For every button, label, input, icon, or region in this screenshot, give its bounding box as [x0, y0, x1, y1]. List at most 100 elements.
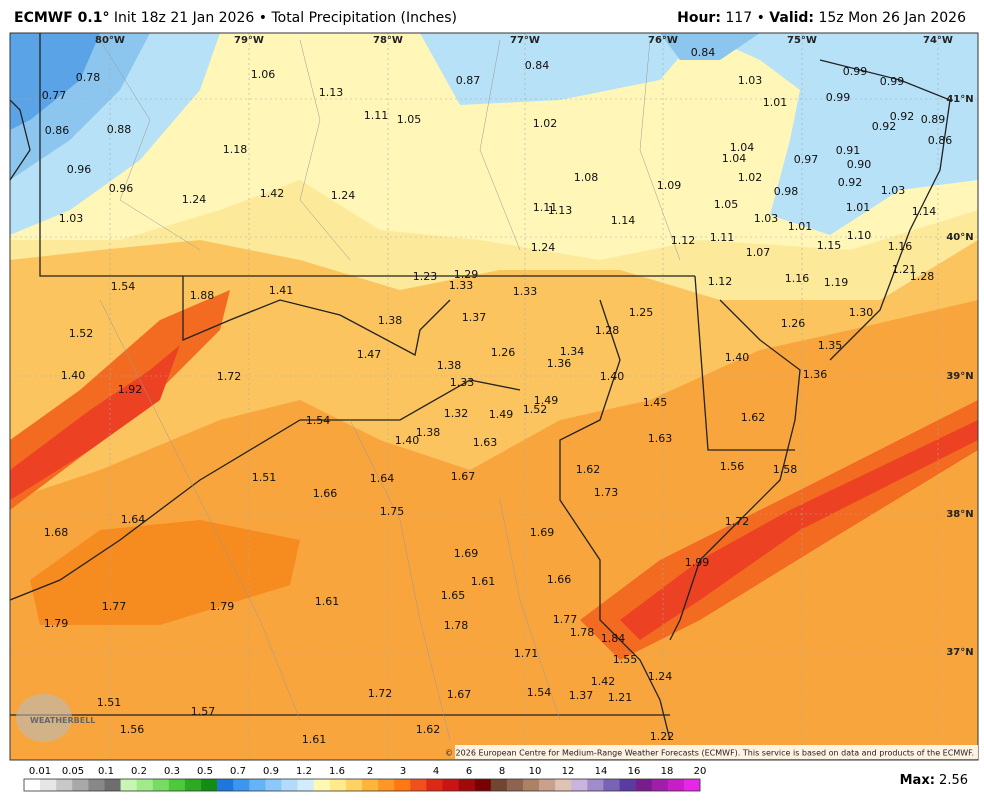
point-value: 1.57 — [191, 705, 216, 718]
lon-label: 78°W — [373, 35, 403, 46]
point-value: 1.64 — [370, 472, 395, 485]
colorbar-label: 20 — [694, 766, 707, 777]
point-value: 1.52 — [69, 327, 94, 340]
point-value: 1.40 — [725, 351, 750, 364]
watermark-text: WEATHERBELL — [30, 716, 95, 725]
point-value: 1.78 — [570, 626, 595, 639]
max-label: Max: — [900, 773, 935, 788]
model: ECMWF 0.1° — [14, 10, 109, 26]
colorbar-swatch — [587, 779, 604, 791]
colorbar-swatch — [539, 779, 556, 791]
colorbar-label: 18 — [661, 766, 674, 777]
point-value: 1.11 — [710, 231, 735, 244]
point-value: 1.11 — [364, 109, 389, 122]
lon-label: 79°W — [234, 35, 264, 46]
lon-label: 80°W — [95, 35, 125, 46]
point-value: 1.13 — [548, 204, 573, 217]
lon-label: 75°W — [787, 35, 817, 46]
colorbar-label: 6 — [466, 766, 472, 777]
colorbar-swatch — [571, 779, 588, 791]
max: Max: 2.56 — [900, 773, 968, 788]
point-value: 1.92 — [118, 383, 143, 396]
colorbar-swatch — [217, 779, 234, 791]
lon-label: 74°W — [923, 35, 953, 46]
point-value: 1.73 — [594, 486, 619, 499]
graticule — [10, 33, 978, 760]
colorbar-frame — [23, 778, 701, 792]
lon-label: 76°W — [648, 35, 678, 46]
colorbar-swatch — [184, 779, 202, 791]
point-value: 0.86 — [928, 134, 953, 147]
point-value: 1.72 — [725, 515, 750, 528]
point-value: 1.11 — [533, 201, 558, 214]
colorbar-swatch — [667, 779, 685, 791]
point-value: 1.54 — [306, 414, 331, 427]
point-value: 0.92 — [838, 176, 863, 189]
colorbar-swatch — [104, 779, 121, 791]
colorbar-swatch — [458, 779, 475, 791]
point-value: 1.33 — [513, 285, 538, 298]
colorbar-swatch — [362, 779, 379, 791]
point-value: 1.63 — [648, 432, 673, 445]
point-value: 1.41 — [269, 284, 294, 297]
header: ECMWF 0.1° Init 18z 21 Jan 2026 • Total … — [14, 10, 966, 26]
colorbar-swatch — [619, 779, 636, 791]
point-value: 1.77 — [553, 613, 578, 626]
colorbar-swatch — [506, 779, 524, 791]
point-value: 1.04 — [722, 152, 747, 165]
point-value: 1.69 — [530, 526, 555, 539]
colorbar-swatch — [651, 779, 669, 791]
point-value: 1.05 — [714, 198, 739, 211]
colorbar-swatch — [603, 779, 620, 791]
point-value: 1.79 — [210, 600, 235, 613]
point-value: 1.38 — [437, 359, 462, 372]
point-value: 1.38 — [416, 426, 441, 439]
point-value: 1.30 — [849, 306, 874, 319]
colorbar-swatch — [201, 779, 218, 791]
point-value: 1.02 — [738, 171, 763, 184]
point-value: 1.24 — [648, 670, 673, 683]
colorbar: 0.01 0.05 0.1 0.2 0.3 0.5 0.7 0.9 1.2 1.6 2 3 4 6 8 10 1… — [23, 766, 707, 792]
point-value: 1.29 — [454, 268, 479, 281]
point-value: 1.21 — [892, 263, 917, 276]
point-value: 1.03 — [59, 212, 84, 225]
colorbar-swatch — [394, 779, 411, 791]
init: Init 18z 21 Jan 2026 — [114, 10, 254, 26]
colorbar-label: 8 — [499, 766, 505, 777]
point-value: 1.52 — [523, 403, 548, 416]
watermark: WEATHERBELL — [16, 694, 95, 742]
colorbar-label: 14 — [595, 766, 608, 777]
point-value: 1.26 — [781, 317, 806, 330]
point-value: 0.91 — [836, 144, 861, 157]
colorbar-swatch — [120, 779, 137, 791]
point-value: 1.56 — [120, 723, 145, 736]
colorbar-swatch — [297, 779, 315, 791]
header-right: Hour: 117 • Valid: 15z Mon 26 Jan 2026 — [677, 10, 966, 26]
point-value: 1.72 — [217, 370, 242, 383]
point-value: 1.21 — [608, 691, 633, 704]
colorbar-swatch — [56, 779, 73, 791]
header-left: ECMWF 0.1° Init 18z 21 Jan 2026 • Total … — [14, 10, 457, 26]
point-value: 0.84 — [691, 46, 716, 59]
point-value: 1.99 — [685, 556, 710, 569]
point-value: 0.99 — [826, 91, 851, 104]
point-value: 1.37 — [569, 689, 594, 702]
colorbar-label: 16 — [628, 766, 641, 777]
lat-label: 38°N — [946, 509, 973, 520]
colorbar-label: 12 — [562, 766, 575, 777]
point-value: 1.65 — [441, 589, 466, 602]
point-value: 1.32 — [444, 407, 469, 420]
lat-label: 41°N — [946, 94, 973, 105]
colorbar-label: 0.9 — [263, 766, 279, 777]
borders — [10, 33, 951, 741]
lat-label: 40°N — [946, 232, 973, 243]
point-value: 1.64 — [121, 513, 146, 526]
colorbar-label: 4 — [433, 766, 439, 777]
point-value: 1.15 — [817, 239, 842, 252]
point-value: 1.01 — [763, 96, 788, 109]
point-value: 1.78 — [444, 619, 469, 632]
point-value: 1.62 — [576, 463, 601, 476]
colorbar-swatch — [474, 779, 492, 791]
